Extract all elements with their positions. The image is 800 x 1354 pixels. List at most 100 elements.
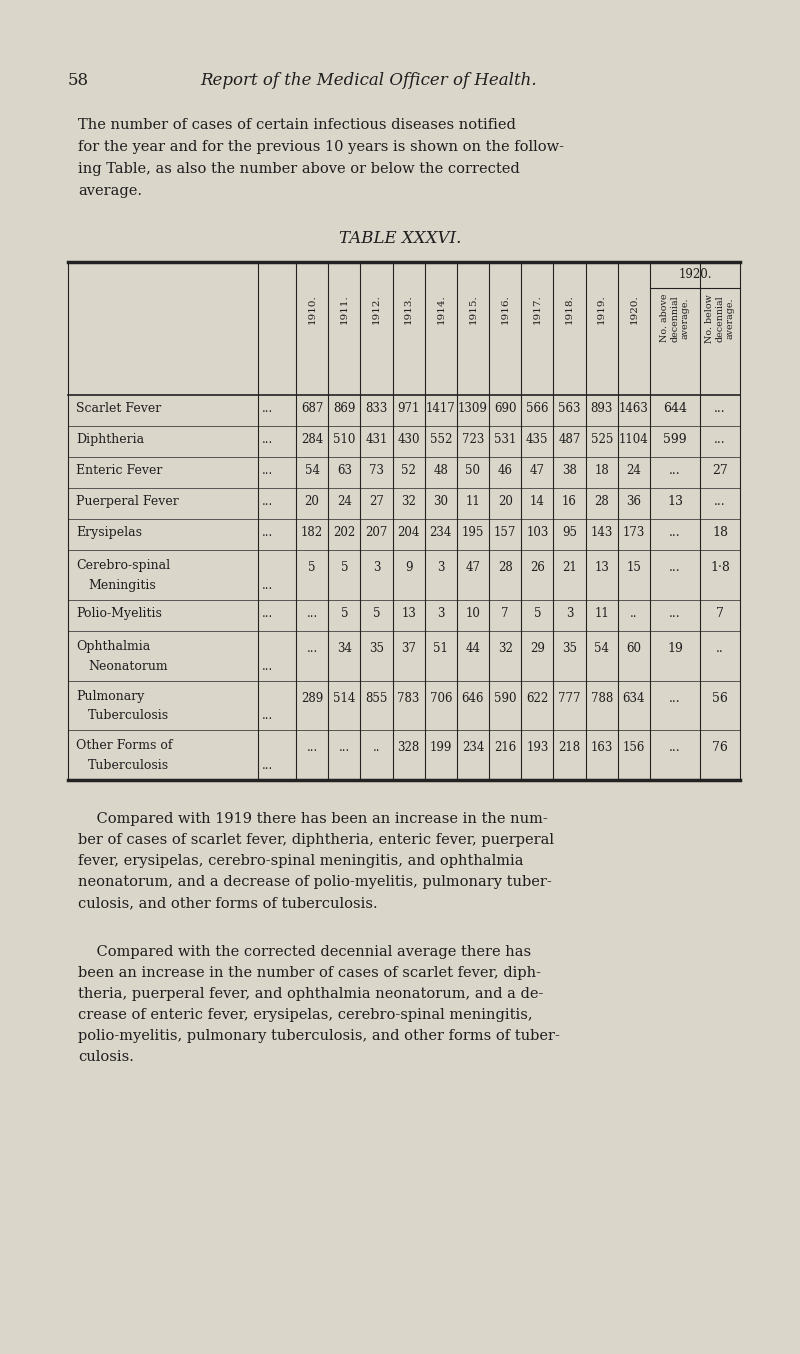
Text: 21: 21 [562,561,577,574]
Text: 1918.: 1918. [565,294,574,324]
Text: polio-myelitis, pulmonary tuberculosis, and other forms of tuber-: polio-myelitis, pulmonary tuberculosis, … [78,1029,560,1043]
Text: 51: 51 [434,642,448,655]
Text: 54: 54 [594,642,610,655]
Text: 1914.: 1914. [436,294,446,324]
Text: 73: 73 [369,464,384,477]
Text: fever, erysipelas, cerebro-spinal meningitis, and ophthalmia: fever, erysipelas, cerebro-spinal mening… [78,854,523,868]
Text: 1915.: 1915. [469,294,478,324]
Text: ...: ... [262,402,274,414]
Text: ber of cases of scarlet fever, diphtheria, enteric fever, puerperal: ber of cases of scarlet fever, diphtheri… [78,833,554,848]
Text: 431: 431 [366,433,388,445]
Text: 11: 11 [466,496,480,508]
Text: 289: 289 [301,692,323,704]
Text: 5: 5 [373,607,380,620]
Text: been an increase in the number of cases of scarlet fever, diph-: been an increase in the number of cases … [78,965,541,980]
Text: crease of enteric fever, erysipelas, cerebro-spinal meningitis,: crease of enteric fever, erysipelas, cer… [78,1007,533,1022]
Text: 1309: 1309 [458,402,488,414]
Text: 634: 634 [622,692,645,704]
Text: 1917.: 1917. [533,294,542,324]
Text: Neonatorum: Neonatorum [88,659,168,673]
Text: 52: 52 [401,464,416,477]
Text: 207: 207 [366,525,388,539]
Text: 48: 48 [434,464,448,477]
Text: 18: 18 [712,525,728,539]
Text: Other Forms of: Other Forms of [76,739,173,753]
Text: ...: ... [262,496,274,508]
Text: 103: 103 [526,525,549,539]
Text: 1920.: 1920. [678,268,712,282]
Text: 1463: 1463 [619,402,649,414]
Text: 1919.: 1919. [598,294,606,324]
Text: 19: 19 [667,642,683,655]
Text: 28: 28 [498,561,513,574]
Text: ...: ... [306,607,318,620]
Text: 687: 687 [301,402,323,414]
Text: theria, puerperal fever, and ophthalmia neonatorum, and a de-: theria, puerperal fever, and ophthalmia … [78,987,543,1001]
Text: 28: 28 [594,496,609,508]
Text: TABLE XXXVI.: TABLE XXXVI. [339,230,461,246]
Text: 531: 531 [494,433,516,445]
Text: 199: 199 [430,741,452,754]
Text: ...: ... [669,692,681,704]
Text: 157: 157 [494,525,516,539]
Text: ...: ... [262,659,274,673]
Text: ...: ... [669,561,681,574]
Text: 833: 833 [366,402,388,414]
Text: 644: 644 [663,402,687,414]
Text: Tuberculosis: Tuberculosis [88,760,169,772]
Text: ...: ... [669,525,681,539]
Text: 143: 143 [590,525,613,539]
Text: 563: 563 [558,402,581,414]
Text: culosis, and other forms of tuberculosis.: culosis, and other forms of tuberculosis… [78,896,378,910]
Text: 1916.: 1916. [501,294,510,324]
Text: 13: 13 [594,561,609,574]
Text: ...: ... [262,525,274,539]
Text: 34: 34 [337,642,352,655]
Text: 54: 54 [305,464,319,477]
Text: 13: 13 [401,607,416,620]
Text: 599: 599 [663,433,687,445]
Text: ...: ... [262,760,274,772]
Text: 3: 3 [373,561,380,574]
Text: Meningitis: Meningitis [88,580,156,592]
Text: ..: .. [630,607,638,620]
Text: 1·8: 1·8 [710,561,730,574]
Text: Erysipelas: Erysipelas [76,525,142,539]
Text: 566: 566 [526,402,549,414]
Text: 218: 218 [558,741,581,754]
Text: 35: 35 [562,642,577,655]
Text: Diphtheria: Diphtheria [76,433,144,445]
Text: neonatorum, and a decrease of polio-myelitis, pulmonary tuber-: neonatorum, and a decrease of polio-myel… [78,875,552,890]
Text: 869: 869 [333,402,355,414]
Text: 156: 156 [622,741,645,754]
Text: 202: 202 [333,525,355,539]
Text: ..: .. [716,642,724,655]
Text: ...: ... [262,607,274,620]
Text: 1913.: 1913. [404,294,413,324]
Text: culosis.: culosis. [78,1049,134,1064]
Text: Ophthalmia: Ophthalmia [76,640,150,653]
Text: Compared with 1919 there has been an increase in the num-: Compared with 1919 there has been an inc… [78,812,548,826]
Text: 510: 510 [333,433,355,445]
Text: 56: 56 [712,692,728,704]
Text: 182: 182 [301,525,323,539]
Text: ...: ... [338,741,350,754]
Text: 50: 50 [466,464,481,477]
Text: 1417: 1417 [426,402,456,414]
Text: 234: 234 [430,525,452,539]
Text: 646: 646 [462,692,484,704]
Text: Polio-Myelitis: Polio-Myelitis [76,607,162,620]
Text: 1910.: 1910. [307,294,317,324]
Text: 7: 7 [716,607,724,620]
Text: ...: ... [714,433,726,445]
Text: 777: 777 [558,692,581,704]
Text: 58: 58 [68,72,89,89]
Text: 234: 234 [462,741,484,754]
Text: Cerebro-spinal: Cerebro-spinal [76,559,170,573]
Text: ...: ... [714,496,726,508]
Text: 552: 552 [430,433,452,445]
Text: 47: 47 [530,464,545,477]
Text: 24: 24 [337,496,352,508]
Text: ...: ... [262,464,274,477]
Text: 1911.: 1911. [340,294,349,324]
